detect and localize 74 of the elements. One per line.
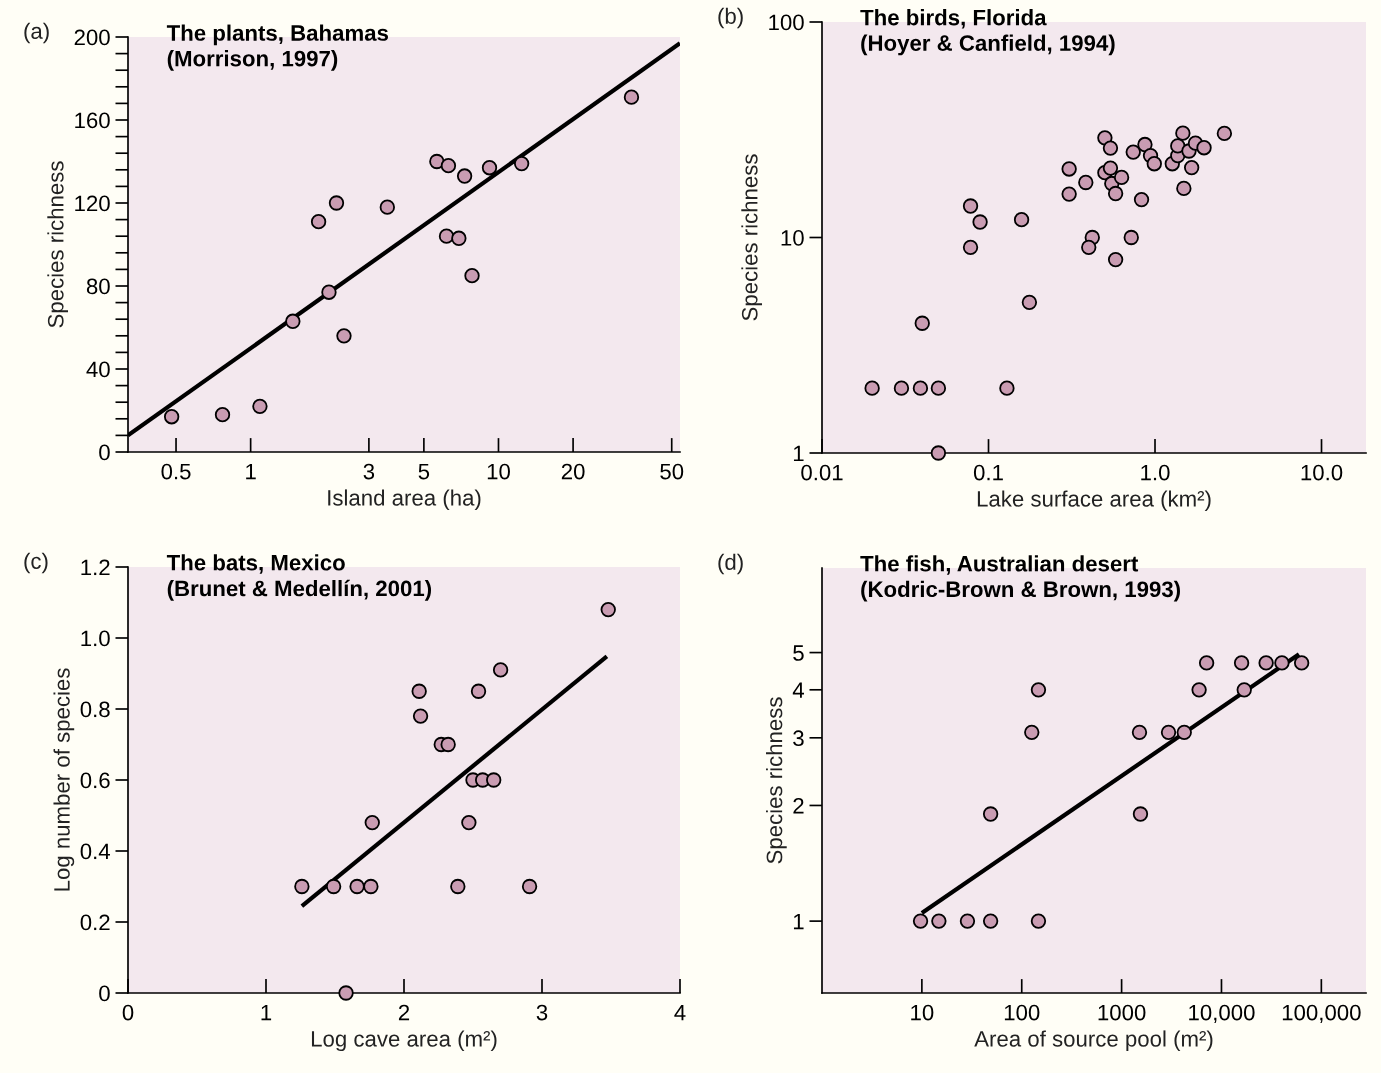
x-tick-label: 1000 xyxy=(1098,1004,1146,1021)
x-tick-label: 100 xyxy=(1004,1004,1040,1021)
x-tick-label: 5 xyxy=(418,463,430,480)
point xyxy=(325,878,342,895)
point xyxy=(338,985,354,1001)
x-tick-label: 2 xyxy=(398,1004,410,1021)
x-tick-label: 1 xyxy=(261,1004,272,1021)
x-axis-title: Island area (ha) xyxy=(328,489,481,511)
y-tick-label: 0.6 xyxy=(80,772,110,789)
x-tick-label: 50 xyxy=(660,463,684,480)
point xyxy=(411,683,427,699)
x-tick-label: 100,000 xyxy=(1282,1004,1361,1024)
y-axis-title: Log number of species xyxy=(53,668,75,891)
point xyxy=(450,878,466,895)
y-tick-label: 0 xyxy=(99,985,110,1002)
text: (d) xyxy=(718,553,743,575)
y-tick-label: 1 xyxy=(793,913,804,930)
text: (b) xyxy=(718,7,743,29)
chart-title: The bats, Mexico (Brunet & Medellín, 2001) xyxy=(166,554,432,601)
point xyxy=(470,683,487,699)
y-tick-label: 1 xyxy=(793,445,804,462)
x-tick-label: 0.01 xyxy=(801,464,843,481)
y-tick-label: 0.2 xyxy=(80,914,110,931)
y-tick-label: 200 xyxy=(74,29,110,46)
y-tick-label: 0.4 xyxy=(80,843,110,860)
x-axis-title: Lake surface area (km²) xyxy=(977,490,1211,512)
chart-title: The birds, Florida (Hoyer & Canfield, 1994) xyxy=(860,9,1115,56)
point xyxy=(363,878,379,895)
y-axis-title: Species richness xyxy=(741,154,763,321)
point xyxy=(294,878,310,895)
point xyxy=(461,814,477,831)
text: (a) xyxy=(24,22,49,44)
x-tick-label: 1.0 xyxy=(1141,464,1170,481)
point xyxy=(412,708,429,724)
x-tick-label: 1 xyxy=(246,463,256,480)
point xyxy=(492,662,509,678)
x-tick-label: 3 xyxy=(536,1004,548,1021)
y-tick-label: 3 xyxy=(793,730,804,747)
x-tick-label: 10 xyxy=(911,1004,934,1021)
y-tick-label: 2 xyxy=(793,798,804,814)
y-tick-label: 5 xyxy=(793,645,804,661)
point xyxy=(600,601,616,618)
y-tick-label: 80 xyxy=(86,278,110,295)
x-axis-title: Log cave area (m²) xyxy=(311,1030,497,1052)
y-axis-title: Species richness xyxy=(766,697,787,864)
x-tick-label: 10,000 xyxy=(1189,1004,1255,1024)
y-tick-label: 1.0 xyxy=(81,630,110,647)
y-axis-title: Species richness xyxy=(47,161,69,328)
x-tick-label: 4 xyxy=(674,1004,686,1021)
chart-title: The plants, Bahamas (Morrison, 1997) xyxy=(166,24,389,71)
chart-title: The fish, Australian desert (Kodric-Brown & Brown, 1993) xyxy=(860,555,1180,602)
y-tick-label: 0.8 xyxy=(80,701,110,718)
y-tick-label: 4 xyxy=(792,682,804,698)
text: (c) xyxy=(24,552,48,574)
point xyxy=(521,878,538,895)
y-tick-label: 100 xyxy=(769,14,804,31)
y-tick-label: 40 xyxy=(86,361,110,378)
y-tick-label: 1.2 xyxy=(81,559,110,576)
y-tick-label: 0 xyxy=(99,444,110,461)
y-tick-label: 120 xyxy=(75,195,110,212)
x-tick-label: 10 xyxy=(487,463,510,480)
x-tick-label: 3 xyxy=(363,463,375,480)
x-tick-label: 0 xyxy=(122,1004,134,1021)
x-tick-label: 20 xyxy=(561,463,585,480)
point xyxy=(364,814,380,831)
point xyxy=(349,878,365,895)
x-tick-label: 0.1 xyxy=(973,464,1003,481)
x-axis-title: Area of source pool (m²) xyxy=(974,1030,1213,1052)
point xyxy=(486,772,502,788)
y-tick-label: 160 xyxy=(75,112,110,129)
point xyxy=(440,736,456,753)
x-tick-label: 10.0 xyxy=(1301,464,1343,481)
x-tick-label: 0.5 xyxy=(161,463,191,480)
y-tick-label: 10 xyxy=(781,230,804,246)
